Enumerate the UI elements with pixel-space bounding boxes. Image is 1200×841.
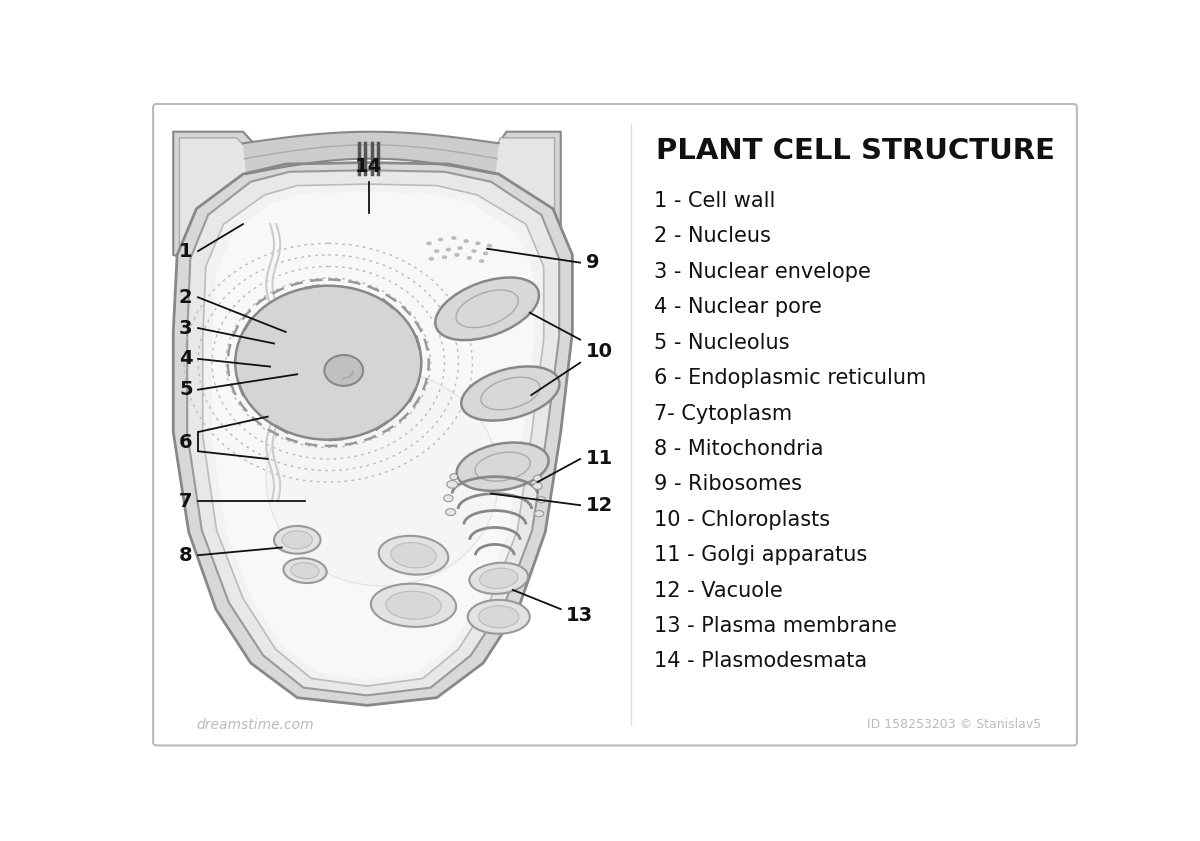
Text: 1 - Cell wall: 1 - Cell wall (654, 191, 775, 211)
Text: 2: 2 (179, 288, 193, 307)
Ellipse shape (438, 238, 443, 241)
Ellipse shape (446, 480, 457, 489)
Ellipse shape (282, 531, 312, 549)
Polygon shape (472, 132, 560, 282)
Ellipse shape (386, 591, 442, 619)
Text: 14: 14 (355, 157, 382, 177)
Ellipse shape (445, 509, 456, 516)
Ellipse shape (457, 442, 548, 491)
Text: 7: 7 (179, 492, 193, 510)
Polygon shape (242, 132, 499, 174)
Ellipse shape (457, 246, 463, 250)
Text: PLANT CELL STRUCTURE: PLANT CELL STRUCTURE (655, 137, 1055, 165)
Text: 9: 9 (586, 253, 599, 272)
Ellipse shape (469, 563, 528, 594)
Text: 6: 6 (179, 432, 193, 452)
Text: 9 - Ribosomes: 9 - Ribosomes (654, 474, 802, 495)
Ellipse shape (472, 249, 476, 253)
Polygon shape (180, 138, 278, 269)
Text: ID 158253203 © Stanislav5: ID 158253203 © Stanislav5 (866, 718, 1042, 731)
Text: 4: 4 (179, 349, 193, 368)
Polygon shape (187, 170, 559, 696)
Ellipse shape (290, 563, 319, 579)
Ellipse shape (538, 497, 546, 503)
Ellipse shape (454, 253, 460, 257)
Text: 4 - Nuclear pore: 4 - Nuclear pore (654, 297, 822, 317)
Ellipse shape (487, 244, 492, 247)
Ellipse shape (445, 247, 451, 251)
Text: 10: 10 (586, 341, 612, 361)
Ellipse shape (451, 236, 456, 240)
Ellipse shape (479, 259, 485, 263)
Ellipse shape (444, 495, 454, 502)
Ellipse shape (463, 239, 469, 243)
Polygon shape (203, 184, 544, 686)
Ellipse shape (426, 241, 432, 246)
Ellipse shape (391, 542, 436, 568)
Text: 5: 5 (179, 380, 193, 399)
Ellipse shape (479, 606, 518, 628)
Ellipse shape (428, 257, 434, 261)
Polygon shape (173, 132, 286, 278)
Ellipse shape (283, 558, 326, 583)
Ellipse shape (434, 249, 439, 253)
Ellipse shape (324, 355, 364, 386)
Text: 7- Cytoplasm: 7- Cytoplasm (654, 404, 792, 424)
Text: 3: 3 (179, 319, 193, 337)
Text: 8: 8 (179, 546, 193, 564)
Polygon shape (478, 138, 554, 272)
Ellipse shape (534, 475, 541, 481)
Ellipse shape (274, 526, 320, 553)
Text: 1: 1 (179, 241, 193, 261)
Text: 12: 12 (586, 495, 613, 515)
Ellipse shape (379, 536, 449, 574)
Ellipse shape (533, 483, 542, 489)
Ellipse shape (450, 473, 457, 479)
Ellipse shape (534, 510, 544, 516)
Ellipse shape (235, 286, 421, 440)
Ellipse shape (467, 256, 472, 260)
Text: 11: 11 (586, 449, 613, 468)
Text: 13 - Plasma membrane: 13 - Plasma membrane (654, 616, 896, 636)
Text: 12 - Vacuole: 12 - Vacuole (654, 580, 782, 600)
Ellipse shape (482, 251, 488, 256)
Ellipse shape (266, 370, 499, 586)
Text: 3 - Nuclear envelope: 3 - Nuclear envelope (654, 262, 871, 282)
Text: 11 - Golgi apparatus: 11 - Golgi apparatus (654, 545, 866, 565)
FancyBboxPatch shape (154, 104, 1076, 745)
Ellipse shape (480, 569, 518, 589)
Ellipse shape (442, 256, 448, 259)
Ellipse shape (468, 600, 529, 634)
Text: 14 - Plasmodesmata: 14 - Plasmodesmata (654, 652, 866, 671)
Ellipse shape (436, 278, 539, 340)
Text: 6 - Endoplasmic reticulum: 6 - Endoplasmic reticulum (654, 368, 926, 388)
Text: 8 - Mitochondria: 8 - Mitochondria (654, 439, 823, 459)
Ellipse shape (371, 584, 456, 627)
Text: 10 - Chloroplasts: 10 - Chloroplasts (654, 510, 830, 530)
Text: 13: 13 (566, 606, 593, 625)
Polygon shape (173, 162, 572, 706)
Text: dreamstime.com: dreamstime.com (197, 717, 314, 732)
Text: 5 - Nucleolus: 5 - Nucleolus (654, 333, 790, 352)
Polygon shape (212, 192, 534, 680)
Ellipse shape (475, 241, 480, 246)
Ellipse shape (461, 367, 559, 420)
Text: 2 - Nucleus: 2 - Nucleus (654, 226, 770, 246)
